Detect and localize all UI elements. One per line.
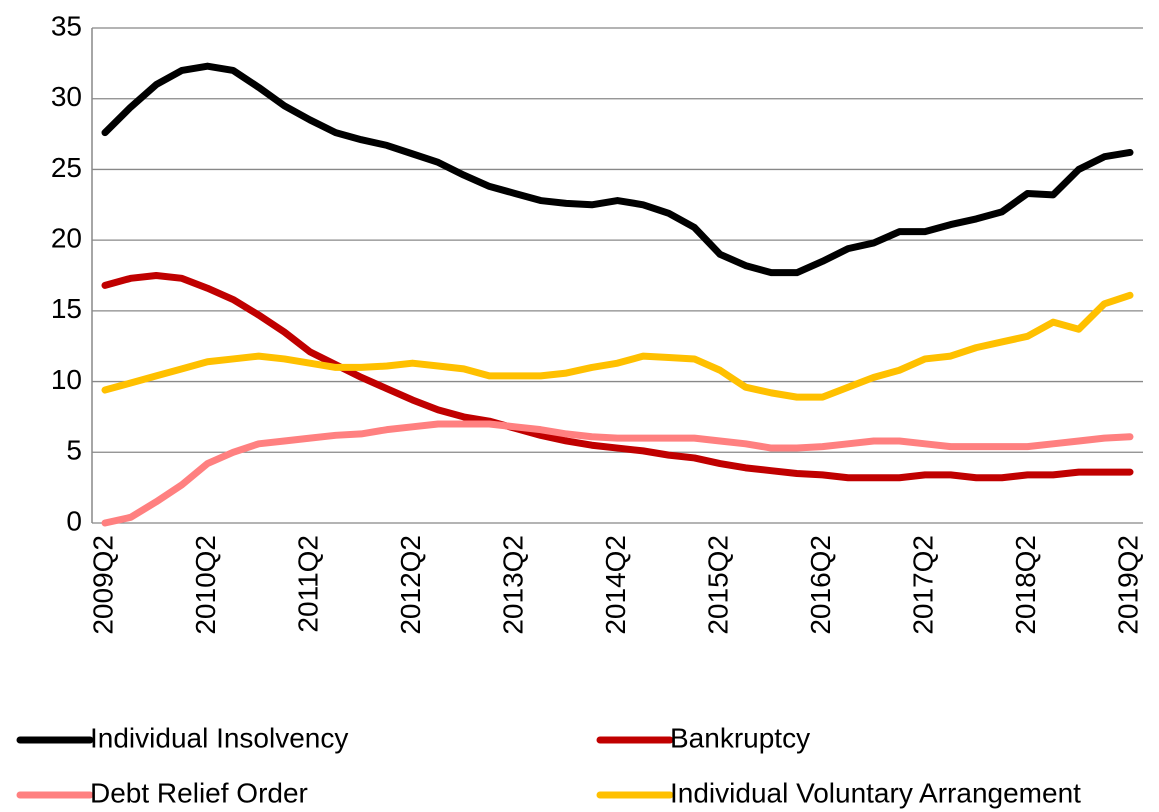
legend-label: Bankruptcy: [670, 722, 810, 753]
y-tick-label: 0: [66, 505, 82, 536]
y-tick-label: 15: [51, 293, 82, 324]
x-tick-label: 2018Q2: [1010, 535, 1041, 635]
x-tick-label: 2019Q2: [1112, 535, 1143, 635]
x-tick-label: 2014Q2: [600, 535, 631, 635]
series-line: [101, 62, 1134, 277]
series-line: [101, 420, 1134, 527]
y-tick-label: 10: [51, 364, 82, 395]
series-line: [101, 291, 1134, 401]
x-tick-label: 2015Q2: [702, 535, 733, 635]
series-line: [101, 272, 1134, 482]
y-tick-label: 25: [51, 152, 82, 183]
x-tick-label: 2012Q2: [395, 535, 426, 635]
legend-label: Individual Insolvency: [90, 722, 348, 753]
legend-label: Individual Voluntary Arrangement: [670, 777, 1081, 808]
x-tick-label: 2010Q2: [190, 535, 221, 635]
x-tick-label: 2013Q2: [497, 535, 528, 635]
legend-label: Debt Relief Order: [90, 777, 308, 808]
y-tick-label: 20: [51, 223, 82, 254]
x-tick-label: 2009Q2: [87, 535, 118, 635]
x-tick-label: 2011Q2: [292, 535, 323, 633]
y-tick-label: 30: [51, 81, 82, 112]
y-tick-label: 35: [51, 10, 82, 41]
y-tick-label: 5: [66, 435, 82, 466]
x-tick-label: 2016Q2: [805, 535, 836, 635]
x-tick-label: 2017Q2: [907, 535, 938, 635]
